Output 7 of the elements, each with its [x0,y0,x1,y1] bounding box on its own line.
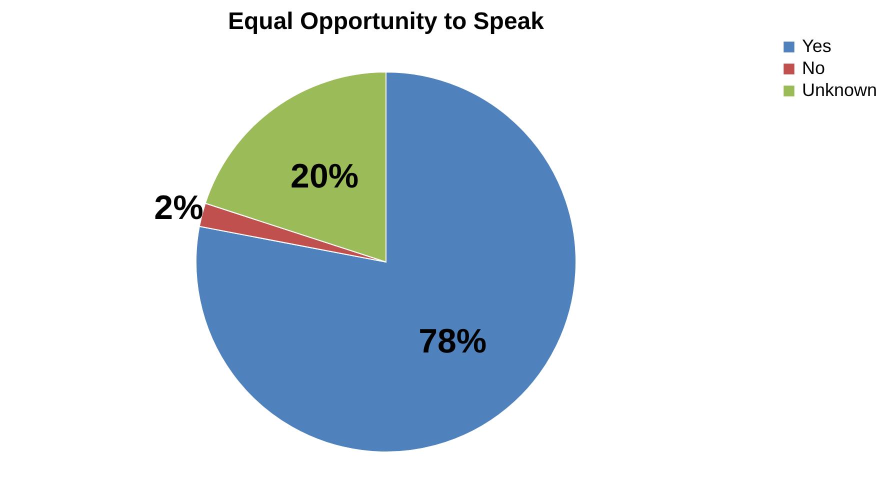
legend-label: Unknown [802,80,878,100]
legend-label: Yes [802,36,832,56]
legend-label: No [802,58,826,78]
data-label: 2% [154,188,204,227]
chart-title: Equal Opportunity to Speak [228,8,545,35]
data-label: 78% [418,322,487,361]
data-label: 20% [290,157,359,196]
